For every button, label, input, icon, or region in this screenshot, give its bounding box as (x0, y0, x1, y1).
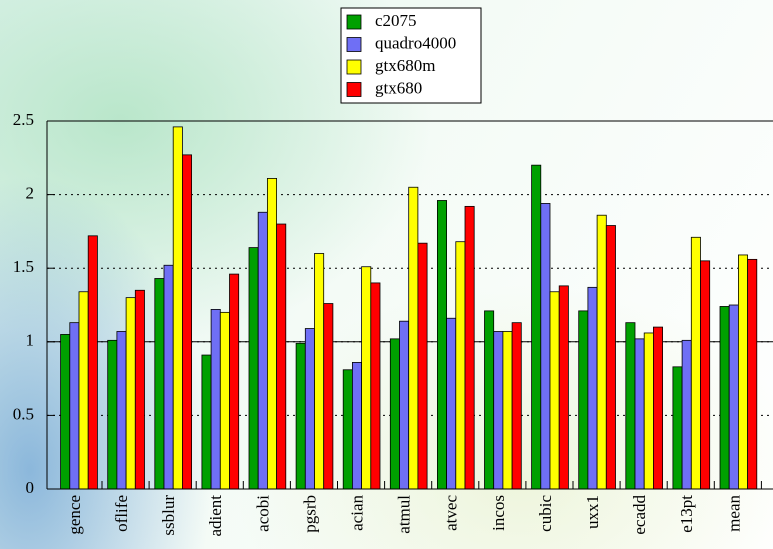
bar (117, 331, 126, 489)
bar (61, 334, 70, 489)
bar (550, 292, 559, 489)
bar (164, 265, 173, 489)
legend-swatch (347, 60, 361, 74)
bar (305, 329, 314, 489)
bar (673, 367, 682, 489)
bar (315, 253, 324, 489)
bar (211, 309, 220, 489)
y-tick-label: 0.5 (13, 404, 34, 423)
bar (626, 323, 635, 489)
bar (465, 206, 474, 489)
legend-swatch (347, 15, 361, 29)
bar (588, 287, 597, 489)
x-tick-label: adient (206, 495, 225, 537)
bar (579, 311, 588, 489)
bar (202, 355, 211, 489)
x-tick-label: atvec (442, 495, 461, 531)
bar (729, 305, 738, 489)
x-tick-label: oflife (112, 495, 131, 532)
x-tick-label: pgsrb (300, 495, 319, 533)
bar (597, 215, 606, 489)
x-tick-label: atmul (395, 495, 414, 534)
legend-label: c2075 (375, 11, 417, 30)
bar (541, 203, 550, 489)
bar (362, 267, 371, 489)
x-tick-label: gence (65, 495, 84, 535)
y-tick-label: 2 (26, 184, 35, 203)
y-tick-label: 1 (26, 331, 35, 350)
x-tick-label: uxx1 (583, 495, 602, 529)
bar (108, 340, 117, 489)
bar (485, 311, 494, 489)
bar (494, 331, 503, 489)
bar (258, 212, 267, 489)
bar (173, 127, 182, 489)
bar (155, 279, 164, 489)
bar (720, 306, 729, 489)
bar (409, 187, 418, 489)
bar (230, 274, 239, 489)
bar (456, 242, 465, 489)
bar (249, 248, 258, 489)
legend-label: quadro4000 (375, 33, 456, 52)
x-tick-label: ecadd (630, 495, 649, 535)
x-tick-label: e13pt (677, 495, 696, 533)
bar (701, 261, 710, 489)
bar (682, 340, 691, 489)
bar (644, 333, 653, 489)
bar (88, 236, 97, 489)
bar (352, 362, 361, 489)
legend-label: gtx680m (375, 56, 435, 75)
bar (748, 259, 757, 489)
bar (267, 178, 276, 489)
bar (70, 323, 79, 489)
x-tick-label: cubic (536, 495, 555, 532)
bar (126, 298, 135, 489)
bar (532, 165, 541, 489)
bar (182, 155, 191, 489)
bar (691, 237, 700, 489)
bar (324, 304, 333, 489)
bar (343, 370, 352, 489)
page: {"chart_data": {"type": "bar", "categori… (0, 0, 773, 549)
y-tick-label: 1.5 (13, 257, 34, 276)
x-tick-label: incos (489, 495, 508, 531)
legend-swatch (347, 38, 361, 52)
bar (296, 343, 305, 489)
y-tick-label: 2.5 (13, 110, 34, 129)
bar (606, 226, 615, 489)
x-tick-label: mean (724, 495, 743, 532)
bar (512, 323, 521, 489)
bar (447, 318, 456, 489)
bar (437, 200, 446, 489)
bar (559, 286, 568, 489)
bar (503, 331, 512, 489)
x-tick-label: acobi (253, 495, 272, 532)
y-tick-label: 0 (26, 478, 35, 497)
x-tick-label: acian (348, 495, 367, 531)
bar (220, 312, 229, 489)
legend-label: gtx680 (375, 78, 422, 97)
bar (79, 292, 88, 489)
bar (135, 290, 144, 489)
bar (635, 339, 644, 489)
bar (418, 243, 427, 489)
bar (400, 321, 409, 489)
x-tick-label: ssblur (159, 495, 178, 536)
bar (738, 255, 747, 489)
chart: 0 0.5 1 1.5 2 2.5 gence oflife ssblur adient acobi… (0, 0, 773, 549)
legend-swatch (347, 83, 361, 97)
bar (653, 327, 662, 489)
bar (390, 339, 399, 489)
bar (277, 224, 286, 489)
bar (371, 283, 380, 489)
